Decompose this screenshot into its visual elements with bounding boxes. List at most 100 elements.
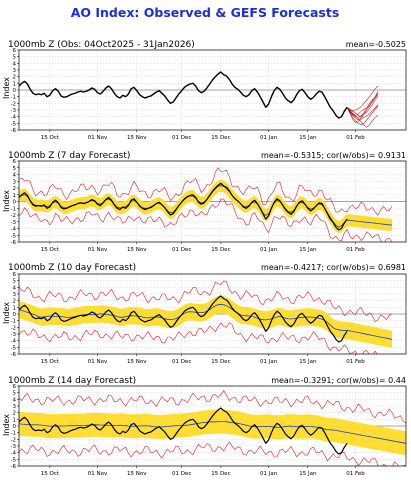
x-tick-label: 01 Nov bbox=[88, 135, 108, 141]
y-tick-label: 2 bbox=[13, 299, 17, 305]
y-tick-label: 2 bbox=[13, 186, 17, 192]
y-tick-label: 1 bbox=[13, 417, 17, 423]
y-tick-label: -6 bbox=[11, 352, 17, 358]
y-tick-label: -1 bbox=[11, 431, 16, 437]
panel-title: 1000mb Z (14 day Forecast) bbox=[8, 376, 136, 386]
x-tick-label: 01 Nov bbox=[88, 247, 108, 253]
y-tick-label: -2 bbox=[11, 437, 16, 443]
plot-area bbox=[19, 390, 406, 466]
plot-area bbox=[19, 167, 393, 242]
x-tick-label: 01 Nov bbox=[88, 359, 108, 365]
y-tick-label: -1 bbox=[11, 319, 16, 325]
x-tick-label: 15 Jan bbox=[299, 135, 317, 141]
panel-7-day-forecast: 1000mb Z (7 day Forecast) mean=-0.5315; … bbox=[2, 151, 407, 253]
bound-line-lower bbox=[19, 198, 393, 242]
y-tick-label: -5 bbox=[11, 457, 17, 463]
panel-title: 1000mb Z (7 day Forecast) bbox=[8, 151, 130, 161]
forecast-member-line bbox=[346, 104, 379, 124]
panel-stat: mean=-0.5315; cor(w/obs)= 0.9131 bbox=[261, 151, 406, 160]
bound-line-upper bbox=[19, 167, 393, 216]
observed-line bbox=[19, 295, 348, 343]
x-tick-label: 01 Feb bbox=[346, 359, 365, 365]
y-tick-label: 5 bbox=[13, 55, 17, 61]
x-tick-label: 15 Jan bbox=[299, 359, 317, 365]
y-tick-label: 5 bbox=[13, 279, 17, 285]
y-tick-label: -5 bbox=[11, 345, 17, 351]
forecast-member-line bbox=[346, 85, 379, 112]
y-tick-label: -4 bbox=[11, 451, 17, 457]
y-tick-label: 1 bbox=[13, 81, 17, 87]
y-axis-label: Index bbox=[2, 77, 11, 99]
x-tick-label: 15 Nov bbox=[127, 247, 147, 253]
x-tick-label: 15 Nov bbox=[127, 471, 147, 477]
y-tick-label: -6 bbox=[11, 464, 17, 470]
x-tick-label: 01 Jan bbox=[260, 247, 278, 253]
bound-line-upper bbox=[19, 390, 406, 424]
plot-area bbox=[19, 280, 393, 354]
x-tick-label: 01 Dec bbox=[172, 359, 191, 365]
spread-band bbox=[19, 295, 392, 348]
x-tick-label: 15 Oct bbox=[41, 471, 60, 477]
y-tick-label: -2 bbox=[11, 213, 16, 219]
x-tick-label: 01 Nov bbox=[88, 471, 108, 477]
spread-band bbox=[19, 179, 392, 234]
x-tick-label: 15 Oct bbox=[41, 135, 60, 141]
y-tick-label: 6 bbox=[13, 272, 17, 278]
y-tick-label: 2 bbox=[13, 411, 17, 417]
x-tick-label: 01 Feb bbox=[346, 471, 365, 477]
y-tick-label: 3 bbox=[13, 292, 17, 298]
y-tick-label: -3 bbox=[11, 220, 17, 226]
panel-stat: mean=-0.4217; cor(w/obs)= 0.6981 bbox=[261, 263, 406, 272]
x-tick-label: 01 Dec bbox=[172, 135, 191, 141]
x-tick-label: 15 Oct bbox=[41, 247, 60, 253]
y-axis-label: Index bbox=[2, 302, 11, 324]
panel-observed: 1000mb Z (Obs: 04Oct2025 - 31Jan2026) me… bbox=[2, 40, 407, 141]
y-tick-label: -5 bbox=[11, 233, 17, 239]
y-tick-label: -3 bbox=[11, 332, 17, 338]
y-tick-label: 1 bbox=[13, 305, 17, 311]
panel-14-day-forecast: 1000mb Z (14 day Forecast) mean=-0.3291;… bbox=[2, 376, 407, 477]
y-tick-label: -2 bbox=[11, 101, 16, 107]
forecast-member-line bbox=[346, 94, 379, 118]
bound-line-lower bbox=[19, 322, 378, 354]
x-tick-label: 15 Dec bbox=[211, 247, 230, 253]
y-tick-label: -4 bbox=[11, 115, 17, 121]
y-tick-label: 0 bbox=[13, 200, 17, 206]
figure-title: AO Index: Observed & GEFS Forecasts bbox=[71, 5, 340, 20]
y-tick-label: -6 bbox=[11, 240, 17, 246]
x-tick-label: 01 Jan bbox=[260, 135, 278, 141]
y-tick-label: 4 bbox=[13, 285, 17, 291]
x-tick-label: 15 Dec bbox=[211, 359, 230, 365]
x-tick-label: 15 Nov bbox=[127, 135, 147, 141]
panel-stat: mean=-0.3291; cor(w/obs)= 0.44 bbox=[271, 376, 406, 385]
x-tick-label: 01 Jan bbox=[260, 359, 278, 365]
y-tick-label: -3 bbox=[11, 444, 17, 450]
panel-10-day-forecast: 1000mb Z (10 day Forecast) mean=-0.4217;… bbox=[2, 263, 407, 365]
observed-line bbox=[19, 407, 348, 455]
x-tick-label: 15 Dec bbox=[211, 471, 230, 477]
plot-area bbox=[19, 71, 379, 128]
y-tick-label: 4 bbox=[13, 397, 17, 403]
y-tick-label: 4 bbox=[13, 173, 17, 179]
x-tick-label: 01 Feb bbox=[346, 247, 365, 253]
y-tick-label: 5 bbox=[13, 391, 17, 397]
y-tick-label: -5 bbox=[11, 121, 17, 127]
y-tick-label: 4 bbox=[13, 61, 17, 67]
y-tick-label: -2 bbox=[11, 325, 16, 331]
ensemble-mean-line bbox=[19, 421, 406, 444]
y-tick-label: 0 bbox=[13, 88, 17, 94]
y-tick-label: 6 bbox=[13, 384, 17, 390]
y-tick-label: 5 bbox=[13, 166, 17, 172]
y-tick-label: 0 bbox=[13, 312, 17, 318]
x-tick-label: 01 Dec bbox=[172, 247, 191, 253]
x-tick-label: 01 Feb bbox=[346, 135, 365, 141]
y-tick-label: 3 bbox=[13, 404, 17, 410]
x-tick-label: 15 Oct bbox=[41, 359, 60, 365]
spread-band bbox=[19, 409, 406, 456]
y-tick-label: -1 bbox=[11, 95, 16, 101]
x-tick-label: 15 Jan bbox=[299, 247, 317, 253]
x-tick-label: 01 Jan bbox=[260, 471, 278, 477]
x-tick-label: 15 Jan bbox=[299, 471, 317, 477]
y-tick-label: 3 bbox=[13, 68, 17, 74]
